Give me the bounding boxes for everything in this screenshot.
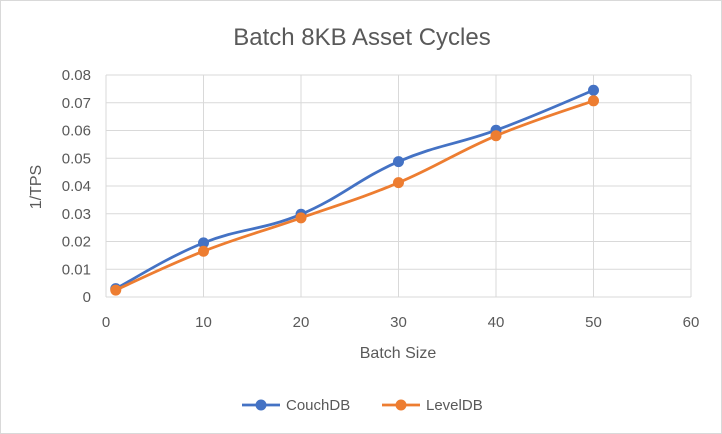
- leveldb-series-line: [115, 99, 594, 292]
- x-tick-label: 20: [293, 314, 310, 331]
- x-tick-label: 50: [585, 314, 602, 331]
- y-tick-label: 0.07: [62, 95, 91, 112]
- y-tick-label: 0.04: [62, 178, 91, 195]
- couchdb-data-point: [588, 84, 599, 96]
- leveldb-legend-marker: [395, 399, 407, 411]
- x-tick-label: 0: [102, 314, 110, 331]
- x-tick-label: 30: [390, 314, 407, 331]
- leveldb-data-point: [490, 130, 502, 142]
- y-tick-label: 0.06: [62, 123, 91, 140]
- y-tick-label: 0.05: [62, 150, 91, 167]
- y-tick-label: 0.02: [62, 234, 91, 251]
- x-tick-label: 60: [683, 314, 700, 331]
- y-tick-label: 0: [83, 289, 91, 306]
- leveldb-data-point: [393, 177, 404, 189]
- couchdb-legend-label: CouchDB: [286, 397, 350, 414]
- axis-layer: 0 0.01 0.02 0.03 0.04 0.05 0.06 0.07 0.08 0 10 20 30…: [62, 67, 700, 331]
- x-axis-title: Batch Size: [360, 345, 437, 362]
- leveldb-legend-label: LevelDB: [426, 397, 483, 414]
- y-tick-label: 0.03: [62, 206, 91, 223]
- couchdb-data-point: [393, 156, 404, 168]
- x-tick-label: 40: [488, 314, 505, 331]
- y-axis-title: 1/TPS: [28, 165, 45, 209]
- chart-title: Batch 8KB Asset Cycles: [233, 24, 490, 51]
- x-tick-label: 10: [195, 314, 212, 331]
- legend: CouchDB LevelDB: [242, 397, 483, 414]
- series-layer: [110, 84, 599, 296]
- leveldb-data-point: [198, 245, 209, 257]
- y-tick-label: 0.08: [62, 67, 91, 84]
- leveldb-data-point: [588, 95, 599, 107]
- couchdb-legend-marker: [255, 399, 267, 411]
- leveldb-data-point: [110, 284, 122, 296]
- leveldb-data-point: [295, 212, 307, 224]
- couchdb-data-point: [198, 237, 209, 249]
- y-tick-label: 0.01: [62, 261, 91, 278]
